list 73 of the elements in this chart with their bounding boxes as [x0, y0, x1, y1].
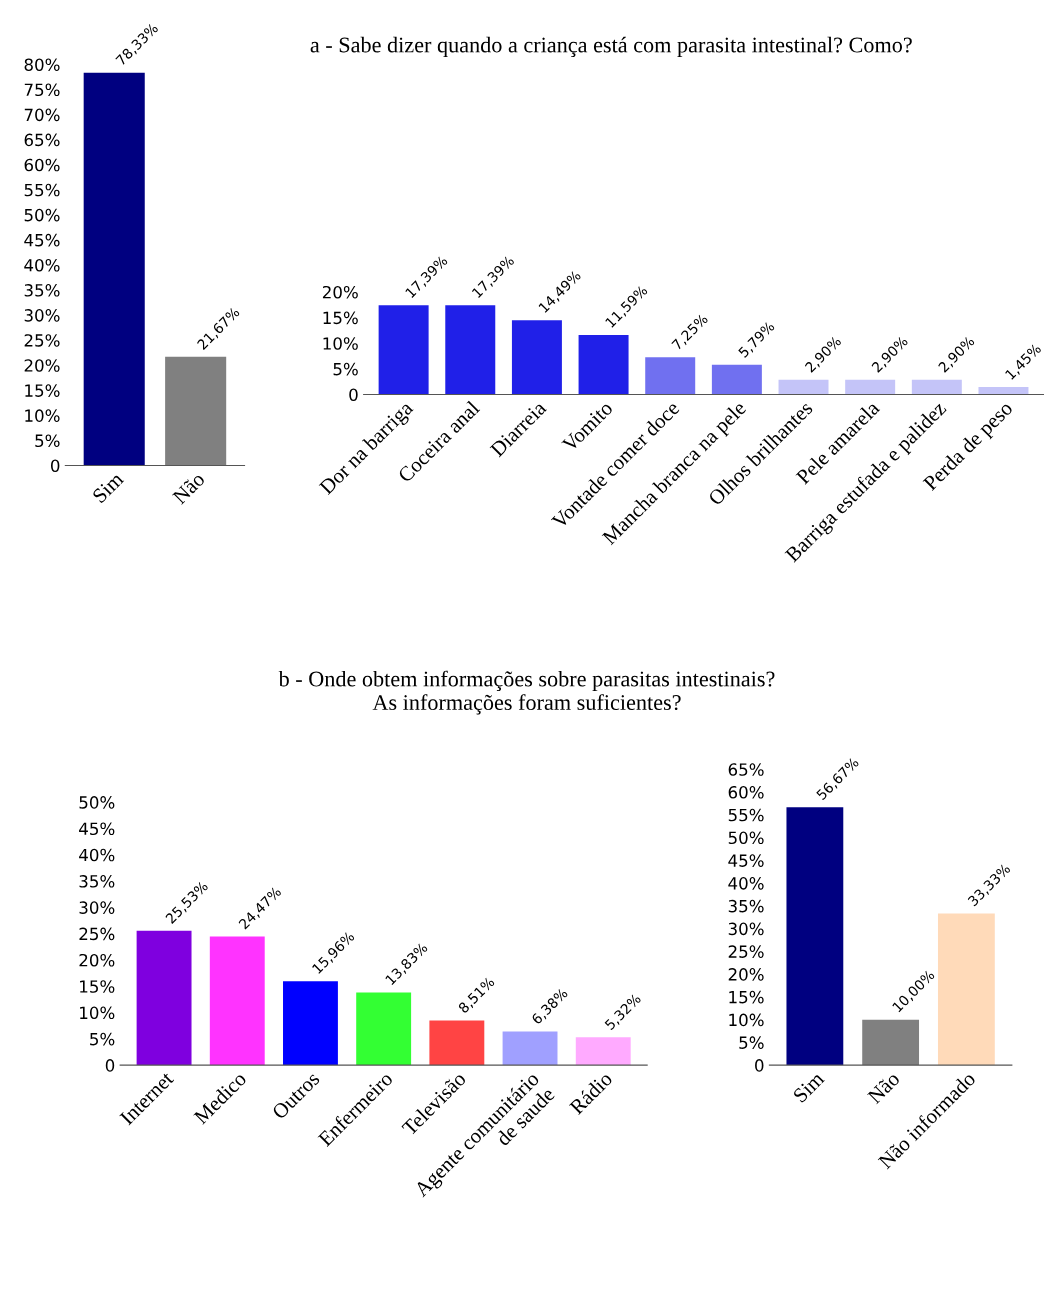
bar — [862, 1019, 920, 1066]
y-tick-label: 35% — [24, 284, 60, 297]
y-tick-label: 5% — [90, 1032, 115, 1046]
chart-title: b - Onde obtem informações sobre parasitas intestinais? As informações foram suficientes? — [278, 670, 775, 715]
y-tick-label: 15% — [25, 384, 60, 397]
y-tick-label: 15% — [729, 990, 764, 1004]
y-tick-label: 75% — [24, 83, 60, 97]
y-tick-label: 50% — [728, 831, 764, 845]
y-tick-label: 45% — [728, 854, 764, 867]
y-tick-label: 0 — [105, 1059, 115, 1072]
y-tick-label: 5% — [333, 362, 358, 376]
x-tick-label: Não — [171, 471, 206, 505]
y-tick-label: 0 — [349, 388, 358, 402]
y-tick-label: 20% — [24, 359, 60, 372]
y-tick-label: 40% — [728, 877, 764, 890]
bar — [786, 807, 844, 1066]
y-tick-label: 30% — [79, 901, 115, 914]
bar — [711, 364, 762, 395]
y-tick-label: 55% — [728, 808, 764, 822]
bar — [356, 992, 412, 1066]
y-tick-label: 45% — [24, 233, 60, 247]
bar — [136, 930, 192, 1066]
y-tick-label: 40% — [24, 258, 60, 272]
bar — [511, 320, 562, 395]
y-tick-label: 80% — [24, 58, 60, 71]
y-tick-label: 25% — [79, 927, 115, 941]
y-tick-label: 15% — [80, 980, 115, 993]
bar — [645, 357, 696, 395]
x-tick-label: Sim — [792, 1070, 826, 1104]
y-tick-label: 45% — [79, 822, 115, 836]
y-tick-label: 20% — [79, 953, 115, 967]
bar — [978, 387, 1029, 395]
bar — [445, 305, 496, 395]
y-tick-label: 0 — [755, 1059, 764, 1072]
bar — [578, 335, 629, 395]
y-tick-label: 70% — [24, 108, 60, 122]
y-tick-label: 10% — [25, 409, 60, 422]
y-tick-label: 65% — [24, 133, 60, 147]
y-tick-label: 35% — [728, 899, 764, 913]
y-tick-label: 30% — [24, 309, 60, 322]
y-tick-label: 10% — [729, 1013, 764, 1027]
y-tick-label: 65% — [728, 763, 764, 776]
chart-title: a - Sabe dizer quando a criança está com parasita intestinal? Como? — [310, 36, 912, 57]
y-tick-label: 0 — [50, 459, 60, 473]
y-tick-label: 30% — [728, 922, 764, 936]
x-tick-label: Sim — [91, 471, 125, 504]
y-tick-label: 20% — [728, 968, 764, 981]
bar — [845, 379, 896, 395]
y-tick-label: 25% — [24, 334, 60, 347]
bar — [378, 305, 429, 395]
bar — [502, 1031, 558, 1066]
y-tick-label: 5% — [35, 434, 60, 448]
y-tick-label: 40% — [79, 848, 115, 862]
y-tick-label: 10% — [323, 337, 358, 350]
y-tick-label: 25% — [728, 945, 764, 958]
x-tick-label: Não — [866, 1070, 901, 1105]
bar — [283, 981, 338, 1066]
y-tick-label: 10% — [80, 1006, 115, 1020]
bar — [937, 913, 995, 1066]
bar — [911, 379, 962, 395]
bar — [778, 379, 829, 395]
y-tick-label: 5% — [739, 1036, 764, 1049]
y-tick-label: 15% — [323, 311, 358, 325]
y-tick-label: 50% — [79, 796, 115, 809]
y-tick-label: 20% — [322, 285, 358, 299]
bar — [209, 936, 265, 1066]
y-tick-label: 35% — [79, 875, 115, 888]
y-tick-label: 50% — [24, 208, 60, 222]
bar — [429, 1020, 485, 1066]
bar — [575, 1037, 631, 1066]
y-tick-label: 60% — [24, 158, 60, 172]
y-tick-label: 60% — [728, 786, 764, 799]
y-tick-label: 55% — [24, 183, 60, 197]
